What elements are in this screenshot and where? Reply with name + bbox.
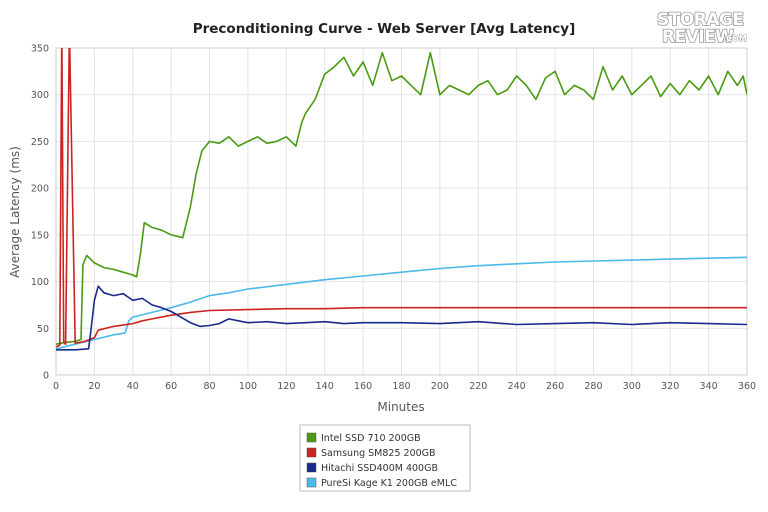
x-tick-label: 40 xyxy=(127,381,139,392)
x-tick-label: 160 xyxy=(354,381,372,392)
x-tick-label: 220 xyxy=(469,381,487,392)
x-tick-label: 240 xyxy=(508,381,526,392)
x-tick-label: 80 xyxy=(204,381,216,392)
legend-label: Hitachi SSD400M 400GB xyxy=(321,463,438,474)
x-tick-label: 360 xyxy=(738,381,756,392)
series-line-4 xyxy=(56,256,747,350)
series-lines xyxy=(56,48,747,351)
x-tick-label: 140 xyxy=(316,381,334,392)
x-axis-label: Minutes xyxy=(377,400,424,414)
legend-box xyxy=(299,424,471,492)
legend-swatch xyxy=(306,462,317,473)
logo-line-1: STORAGE xyxy=(657,10,744,30)
x-tick-label: 180 xyxy=(392,381,410,392)
y-tick-label: 200 xyxy=(31,184,49,195)
y-tick-label: 250 xyxy=(31,137,49,148)
legend-label: PureSi Kage K1 200GB eMLC xyxy=(321,478,457,489)
x-tick-label: 200 xyxy=(431,381,449,392)
y-tick-label: 150 xyxy=(31,230,49,241)
chart-title: Preconditioning Curve - Web Server [Avg … xyxy=(193,21,576,37)
x-tick-label: 340 xyxy=(700,381,718,392)
y-tick-label: 100 xyxy=(31,277,49,288)
x-tick-label: 280 xyxy=(584,381,602,392)
y-tick-label: 50 xyxy=(37,324,49,335)
x-tick-label: 100 xyxy=(239,381,257,392)
tick-labels: 0 20 40 60 80 100 120 140 160 180 200 220 240 260 280 3… xyxy=(31,44,756,393)
y-tick-label: 300 xyxy=(31,90,49,101)
x-tick-label: 60 xyxy=(165,381,177,392)
series-line-3 xyxy=(56,285,747,351)
x-tick-label: 320 xyxy=(661,381,679,392)
grid xyxy=(56,48,747,375)
logo: STORAGE REVIEW .COM xyxy=(656,9,747,48)
series-line-2 xyxy=(56,48,747,348)
x-tick-label: 120 xyxy=(277,381,295,392)
y-tick-label: 350 xyxy=(31,44,49,55)
logo-suffix: .COM xyxy=(723,34,747,43)
logo-line-2: REVIEW xyxy=(662,27,734,47)
legend-swatch xyxy=(306,477,317,488)
y-tick-label: 0 xyxy=(43,371,49,382)
x-tick-label: 0 xyxy=(53,381,59,392)
plot-area-border xyxy=(55,47,748,376)
legend-label: Samsung SM825 200GB xyxy=(321,448,436,459)
legend-swatch xyxy=(306,447,317,458)
legend-swatch xyxy=(306,432,317,443)
legend-items: Intel SSD 710 200GB Samsung SM825 200GB Hi… xyxy=(306,432,457,489)
x-tick-label: 300 xyxy=(623,381,641,392)
y-axis-label: Average Latency (ms) xyxy=(8,146,22,278)
series-line-1 xyxy=(56,51,747,345)
x-tick-label: 20 xyxy=(88,381,100,392)
x-tick-label: 260 xyxy=(546,381,564,392)
legend: Intel SSD 710 200GB Samsung SM825 200GB Hi… xyxy=(299,424,471,492)
legend-label: Intel SSD 710 200GB xyxy=(321,433,421,444)
